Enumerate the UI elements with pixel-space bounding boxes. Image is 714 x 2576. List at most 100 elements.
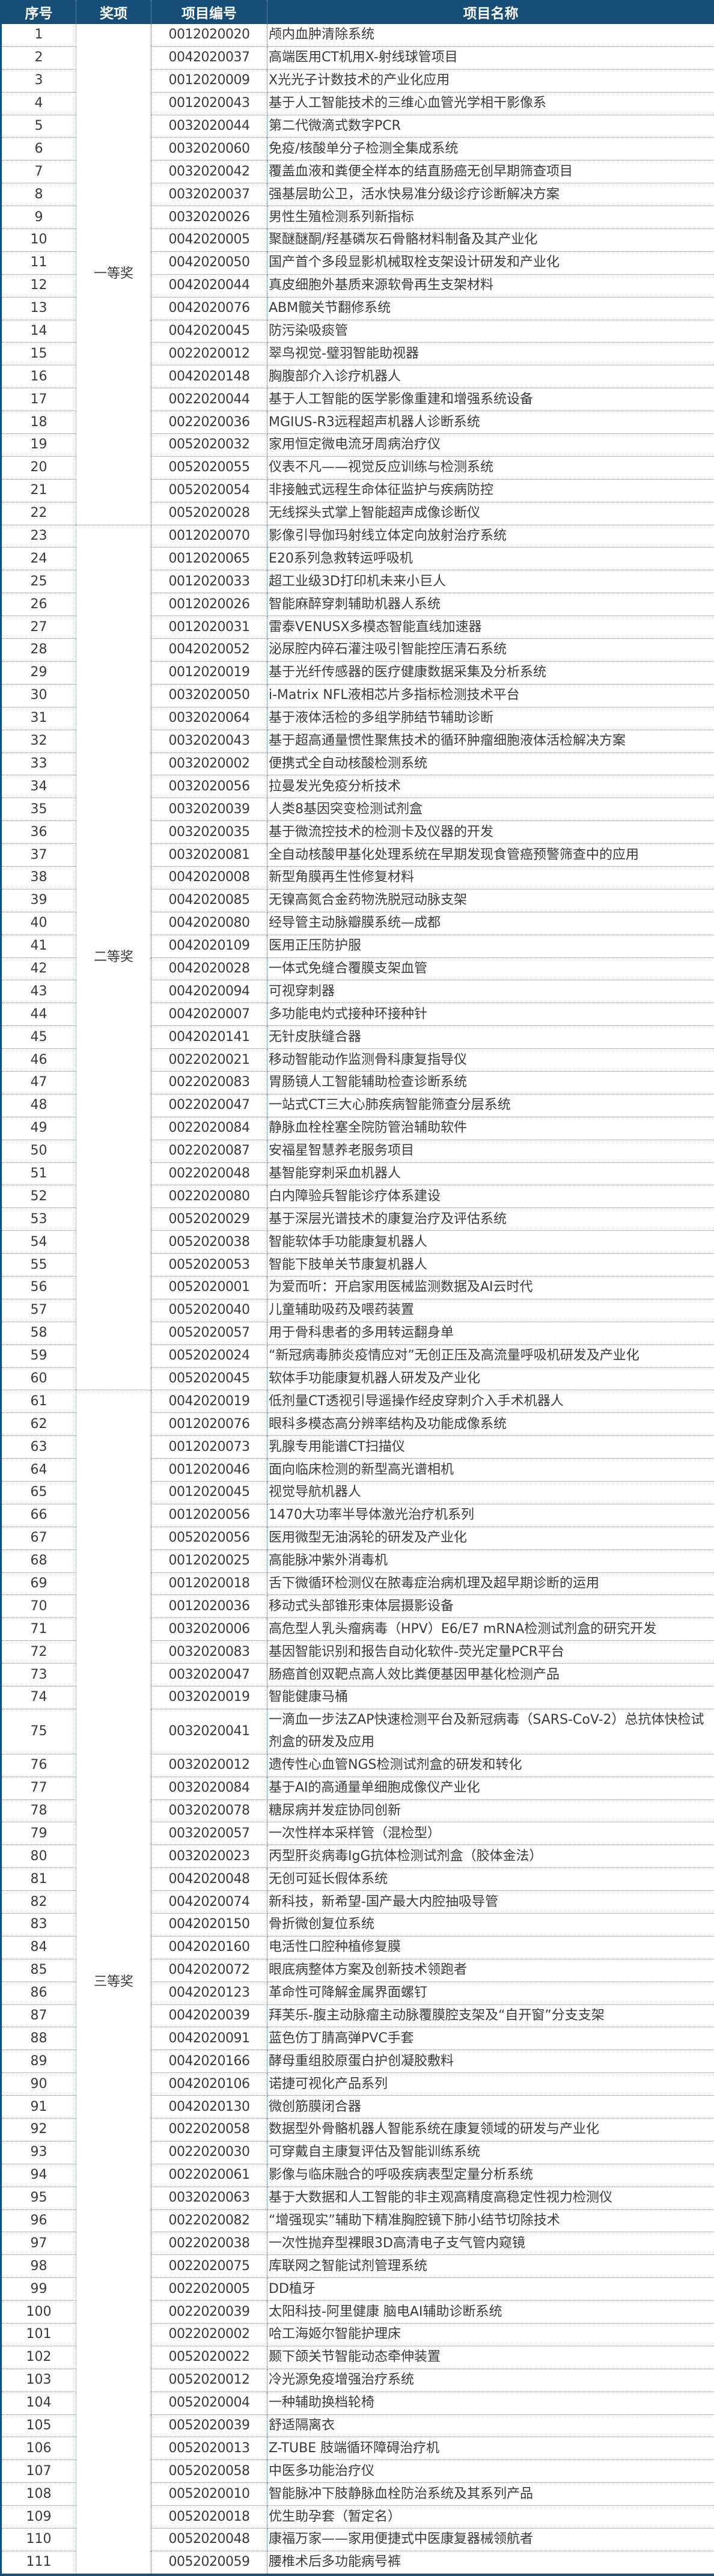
project-name: 1470大功率半导体激光治疗机系列 [267, 1504, 714, 1527]
row-seq: 81 [1, 1868, 76, 1891]
project-code: 0032020019 [151, 1686, 267, 1709]
row-seq: 43 [1, 980, 76, 1003]
project-code: 0032020063 [151, 2187, 267, 2209]
project-code: 0042020039 [151, 2004, 267, 2027]
project-code: 0022020039 [151, 2301, 267, 2324]
project-name: 基于微流控技术的检测卡及仪器的开发 [267, 821, 714, 844]
project-name: i-Matrix NFL液相芯片多指标检测技术平台 [267, 684, 714, 707]
project-code: 0042020130 [151, 2096, 267, 2119]
project-code: 0032020041 [151, 1709, 267, 1754]
project-code: 0042020037 [151, 46, 267, 69]
project-code: 0032020035 [151, 821, 267, 844]
row-seq: 109 [1, 2506, 76, 2529]
project-code: 0052020048 [151, 2529, 267, 2551]
project-code: 0042020019 [151, 1390, 267, 1413]
table-header-row: 序号 奖项 项目编号 项目名称 [1, 0, 714, 24]
project-name: 静脉血栓栓塞全院防管治辅助软件 [267, 1117, 714, 1140]
row-seq: 21 [1, 479, 76, 502]
row-seq: 52 [1, 1185, 76, 1208]
project-name: 无镍高氮合金药物洗脱冠动脉支架 [267, 889, 714, 912]
row-seq: 57 [1, 1299, 76, 1322]
project-code: 0052020001 [151, 1276, 267, 1299]
project-name: Z-TUBE 肢端循环障碍治疗机 [267, 2437, 714, 2460]
row-seq: 29 [1, 661, 76, 684]
project-code: 0042020052 [151, 639, 267, 662]
award-level: 一等奖 [76, 24, 151, 525]
project-code: 0022020084 [151, 1117, 267, 1140]
row-seq: 32 [1, 730, 76, 752]
project-name: 高端医用CT机用X-射线球管项目 [267, 46, 714, 69]
project-name: 拜芙乐-腹主动脉瘤主动脉覆膜腔支架及“自开窗”分支支架 [267, 2004, 714, 2027]
row-seq: 26 [1, 593, 76, 616]
project-name: 优生助孕套（暂定名） [267, 2506, 714, 2529]
project-name: 无针皮肤缝合器 [267, 1026, 714, 1049]
row-seq: 3 [1, 69, 76, 92]
project-code: 0032020047 [151, 1664, 267, 1686]
row-seq: 66 [1, 1504, 76, 1527]
row-seq: 54 [1, 1231, 76, 1254]
project-name: 舌下微循环检测仪在脓毒症治病机理及超早期诊断的运用 [267, 1572, 714, 1595]
project-code: 0022020058 [151, 2118, 267, 2141]
project-name: 基于AI的高通量单细胞成像仪产业化 [267, 1777, 714, 1799]
project-name: 家用恒定微电流牙周病治疗仪 [267, 434, 714, 457]
project-code: 0052020032 [151, 434, 267, 457]
project-name: 革命性可降解金属界面螺钉 [267, 1982, 714, 2004]
project-code: 0042020050 [151, 251, 267, 274]
project-code: 0022020038 [151, 2232, 267, 2255]
project-name: 胃肠镜人工智能辅助检查诊断系统 [267, 1071, 714, 1094]
project-name: 仪表不凡——视觉反应训练与检测系统 [267, 456, 714, 479]
project-code: 0012020073 [151, 1436, 267, 1459]
project-code: 0032020084 [151, 1777, 267, 1799]
row-seq: 24 [1, 548, 76, 570]
project-code: 0012020046 [151, 1459, 267, 1482]
row-seq: 65 [1, 1482, 76, 1504]
project-name: 新科技，新希望-国产最大内腔抽吸导管 [267, 1891, 714, 1914]
project-name: 医用微型无油涡轮的研发及产业化 [267, 1527, 714, 1549]
project-code: 0022020082 [151, 2209, 267, 2232]
header-name: 项目名称 [267, 0, 714, 24]
row-seq: 110 [1, 2529, 76, 2551]
project-code: 0032020056 [151, 775, 267, 798]
project-name: 高危型人乳头瘤病毒（HPV）E6/E7 mRNA检测试剂盒的研究开发 [267, 1618, 714, 1641]
project-code: 0032020043 [151, 730, 267, 752]
project-name: DD植牙 [267, 2278, 714, 2301]
project-code: 0012020019 [151, 661, 267, 684]
row-seq: 80 [1, 1845, 76, 1868]
project-code: 0022020002 [151, 2323, 267, 2346]
award-level: 二等奖 [76, 525, 151, 1390]
row-seq: 2 [1, 46, 76, 69]
project-name: 微创筋膜闭合器 [267, 2096, 714, 2119]
project-code: 0052020029 [151, 1208, 267, 1231]
project-name: 库联网之智能试剂管理系统 [267, 2255, 714, 2278]
project-code: 0022020036 [151, 411, 267, 434]
project-code: 0052020045 [151, 1367, 267, 1390]
project-name: 蓝色仿丁腈高弹PVC手套 [267, 2027, 714, 2050]
project-code: 0052020055 [151, 456, 267, 479]
project-code: 0052020057 [151, 1322, 267, 1344]
project-name: 雷泰VENUSX多模态智能直线加速器 [267, 616, 714, 639]
row-seq: 103 [1, 2369, 76, 2391]
project-code: 0052020058 [151, 2460, 267, 2483]
project-name: 遗传性心血管NGS检测试剂盒的研发和转化 [267, 1754, 714, 1777]
project-code: 0042020150 [151, 1913, 267, 1936]
project-name: 一滴血一步法ZAP快速检测平台及新冠病毒（SARS-CoV-2）总抗体快检试剂盒… [267, 1709, 714, 1754]
project-name: 酵母重组胶原蛋白护创凝胶敷料 [267, 2050, 714, 2073]
project-code: 0042020085 [151, 889, 267, 912]
row-seq: 10 [1, 229, 76, 252]
project-name: 智能脉冲下肢静脉血栓防治系统及其系列产品 [267, 2483, 714, 2506]
project-code: 0012020056 [151, 1504, 267, 1527]
project-name: 安福星智慧养老服务项目 [267, 1140, 714, 1162]
project-name: 康福万家——家用便捷式中医康复器械领航者 [267, 2529, 714, 2551]
row-seq: 67 [1, 1527, 76, 1549]
project-code: 0042020094 [151, 980, 267, 1003]
row-seq: 6 [1, 138, 76, 160]
project-code: 0042020005 [151, 229, 267, 252]
project-code: 0032020060 [151, 138, 267, 160]
project-code: 0032020078 [151, 1799, 267, 1822]
row-seq: 27 [1, 616, 76, 639]
project-code: 0022020048 [151, 1162, 267, 1185]
row-seq: 100 [1, 2301, 76, 2324]
project-code: 0042020076 [151, 297, 267, 320]
